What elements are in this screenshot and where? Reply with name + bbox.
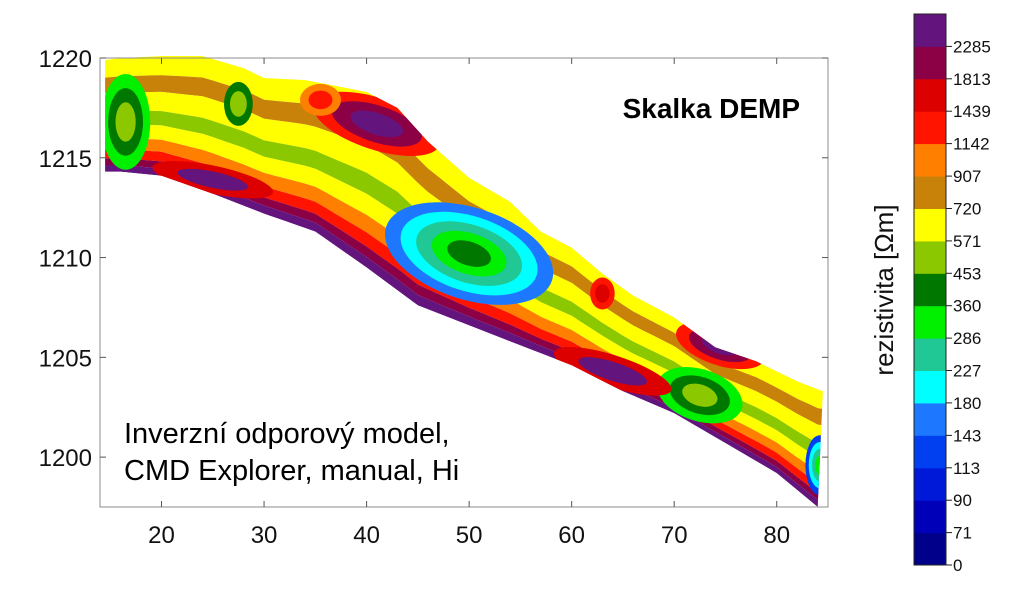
y-tick-label: 1205 [39,345,92,372]
y-tick-label: 1220 [39,46,92,73]
colorbar-label: rezistivita [Ωm] [869,204,899,375]
colorbar-swatch [914,305,946,339]
colorbar-tick-label: 180 [953,394,981,413]
colorbar-tick-label: 1439 [953,102,991,121]
colorbar-swatch [914,370,946,404]
anomaly-contour [578,357,647,386]
colorbar-swatch [914,338,946,371]
colorbar-swatch [914,14,946,47]
y-tick-label: 1210 [39,246,92,273]
colorbar-swatch [914,176,946,209]
y-tick-label: 1200 [39,445,92,472]
colorbar-tick-label: 2285 [953,37,991,56]
colorbar-tick-label: 71 [953,524,972,543]
resistivity-band [105,56,823,410]
colorbar-swatch [914,143,946,177]
x-tick-label: 40 [353,522,380,549]
anomaly-contour [177,168,248,191]
colorbar-tick-label: 90 [953,491,972,510]
anomaly-contour [682,383,718,407]
x-axis: 20 30 40 50 60 70 80 [148,58,790,549]
x-tick-label: 70 [661,522,688,549]
anomaly-contour [595,284,610,303]
colorbar-swatch [914,208,946,242]
resistivity-section [105,56,823,507]
colorbar-tick-label: 720 [953,200,981,219]
plot-area [99,56,829,508]
anomaly-contour [812,448,823,482]
colorbar-frame [913,13,947,566]
anomaly-contour [230,91,247,117]
colorbar-tick-label: 227 [953,362,981,381]
colorbar-tick-label: 360 [953,297,981,316]
x-tick-label: 50 [456,522,483,549]
colorbar-swatch [914,111,946,145]
colorbar-swatch [914,78,946,112]
y-axis: 1200 1205 1210 1215 1220 [39,46,828,472]
colorbar-swatch [914,435,946,469]
colorbar-tick-label: 113 [953,459,980,478]
y-tick-label: 1215 [39,146,92,173]
colorbar-tick-label: 1142 [953,135,990,154]
x-tick-label: 80 [763,522,790,549]
colorbar-swatch [914,402,946,436]
colorbar-tick-label: 286 [953,329,981,348]
colorbar: 0 71 90 113 143 180 227 286 360 453 571 720 907 1142 1… [913,13,991,575]
x-tick-label: 30 [251,522,278,549]
anomaly-contour [115,102,136,142]
colorbar-tick-label: 0 [953,556,962,575]
x-tick-label: 20 [148,522,175,549]
colorbar-swatch [914,467,946,501]
x-tick-label: 60 [558,522,585,549]
anomaly-contour [350,110,404,138]
colorbar-tick-label: 907 [953,167,981,186]
colorbar-tick-label: 1813 [953,70,991,89]
colorbar-swatch [914,500,946,534]
chart-title: Skalka DEMP [623,93,800,124]
colorbar-swatch [914,532,946,566]
anomaly-contour [815,455,823,475]
plot-frame [99,57,829,508]
colorbar-swatch [914,273,946,307]
colorbar-tick-label: 453 [953,264,981,283]
annotation-line-1: Inverzní odporový model, [124,418,450,450]
anomaly-contour [308,90,333,110]
colorbar-swatch [914,240,946,274]
annotation-line-2: CMD Explorer, manual, Hi [124,455,459,487]
colorbar-tick-label: 571 [953,232,981,251]
colorbar-swatch [914,46,946,80]
colorbar-tick-label: 143 [953,426,981,445]
anomaly-contour [447,240,491,267]
